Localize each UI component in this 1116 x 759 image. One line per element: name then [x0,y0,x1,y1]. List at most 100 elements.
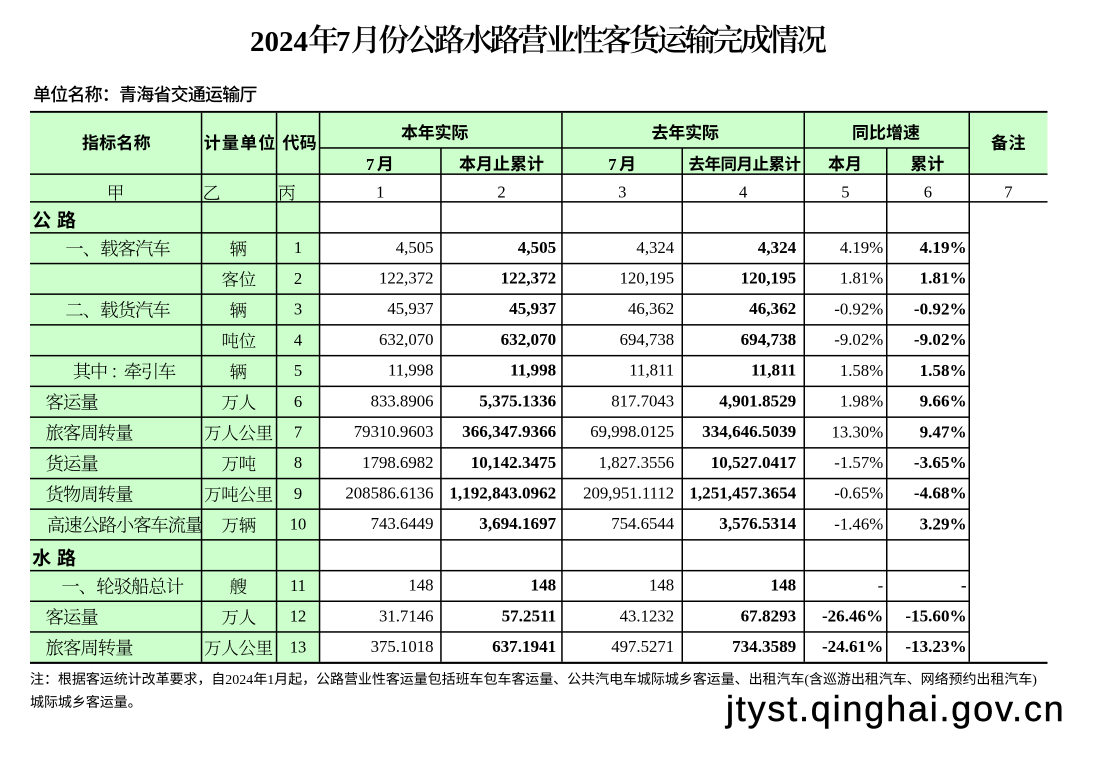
svg-text:1.81%: 1.81% [840,269,883,288]
svg-text:46,362: 46,362 [628,299,674,318]
svg-text:-4.68%: -4.68% [914,484,967,503]
svg-text:743.6449: 743.6449 [371,514,434,533]
svg-text:1,827.3556: 1,827.3556 [599,453,675,472]
svg-text:4,901.8529: 4,901.8529 [719,391,796,410]
svg-text:4.19%: 4.19% [840,238,883,257]
svg-text:-1.57%: -1.57% [834,453,883,472]
svg-text:-0.65%: -0.65% [834,484,883,503]
svg-text:120,195: 120,195 [741,269,797,288]
svg-text:148: 148 [408,576,433,595]
svg-text:7: 7 [336,26,351,58]
svg-text:1,192,843.0962: 1,192,843.0962 [449,484,556,503]
svg-text:11,811: 11,811 [629,361,674,380]
svg-text:6: 6 [294,392,302,411]
svg-text:1: 1 [376,183,384,202]
svg-text:9.66%: 9.66% [920,392,967,411]
svg-text:3,576.5314: 3,576.5314 [719,514,796,533]
svg-text:3: 3 [618,183,626,202]
svg-text:(: ( [804,673,809,688]
svg-text:10,527.0417: 10,527.0417 [711,453,797,472]
svg-text:7: 7 [608,155,616,174]
svg-text:-24.61%: -24.61% [822,637,883,656]
svg-text:1: 1 [267,673,274,688]
svg-text:7: 7 [294,423,302,442]
svg-text:3.29%: 3.29% [920,514,967,533]
svg-text:632,070: 632,070 [379,330,434,349]
svg-text:632,070: 632,070 [501,330,557,349]
svg-text:jtyst.qinghai.gov.cn: jtyst.qinghai.gov.cn [725,688,1066,729]
svg-text:12: 12 [290,607,307,626]
svg-text:4,324: 4,324 [636,238,674,257]
svg-text:3,694.1697: 3,694.1697 [479,514,556,533]
svg-text:2: 2 [294,269,302,288]
svg-text:1.58%: 1.58% [840,361,883,380]
svg-text:4.19%: 4.19% [920,238,967,257]
svg-text:4: 4 [294,330,303,349]
svg-text:31.7146: 31.7146 [379,606,434,625]
svg-text:8: 8 [294,453,302,472]
svg-text:13.30%: 13.30% [831,422,883,441]
svg-text:-26.46%: -26.46% [822,607,883,626]
svg-text:7: 7 [1004,183,1012,202]
svg-text:67.8293: 67.8293 [741,606,797,625]
svg-text:11,811: 11,811 [751,361,796,380]
svg-text:11: 11 [290,576,306,595]
svg-text:4,505: 4,505 [396,238,434,257]
svg-text:6: 6 [924,183,932,202]
svg-text:833.8906: 833.8906 [371,391,434,410]
svg-text:): ) [1032,673,1037,688]
svg-text:122,372: 122,372 [501,269,557,288]
svg-text:-1.46%: -1.46% [834,514,883,533]
svg-text:5,375.1336: 5,375.1336 [479,391,556,410]
svg-text:1.81%: 1.81% [920,269,967,288]
svg-text:1.98%: 1.98% [840,392,883,411]
svg-text:-0.92%: -0.92% [834,299,883,318]
svg-text:-9.02%: -9.02% [834,330,883,349]
svg-text:1798.6982: 1798.6982 [362,453,433,472]
svg-text:-9.02%: -9.02% [914,330,967,349]
svg-text:209,951.1112: 209,951.1112 [583,484,674,503]
svg-text:45,937: 45,937 [387,299,433,318]
svg-text:120,195: 120,195 [620,269,675,288]
svg-text:-3.65%: -3.65% [914,453,967,472]
svg-text:11,998: 11,998 [388,361,434,380]
svg-text:817.7043: 817.7043 [611,391,674,410]
svg-text:46,362: 46,362 [749,299,796,318]
svg-text:7: 7 [366,155,374,174]
svg-text:-0.92%: -0.92% [914,299,967,318]
svg-text:10,142.3475: 10,142.3475 [471,453,556,472]
svg-text:11,998: 11,998 [510,361,556,380]
svg-text:-: - [961,576,967,595]
svg-text:-13.23%: -13.23% [905,637,966,656]
svg-text:208586.6136: 208586.6136 [345,484,433,503]
svg-text:1.58%: 1.58% [920,361,967,380]
svg-text:2024: 2024 [225,673,253,688]
svg-text:122,372: 122,372 [379,269,434,288]
svg-text:148: 148 [771,576,797,595]
svg-text:5: 5 [294,361,302,380]
svg-text:637.1941: 637.1941 [492,637,556,656]
svg-text:9.47%: 9.47% [920,422,967,441]
svg-text:57.2511: 57.2511 [502,606,557,625]
svg-text:1,251,457.3654: 1,251,457.3654 [689,484,796,503]
svg-text:-: - [878,576,884,595]
svg-text:4,324: 4,324 [758,238,797,257]
svg-text:148: 148 [649,576,674,595]
svg-text:375.1018: 375.1018 [371,637,434,656]
svg-text:1: 1 [294,238,302,257]
svg-text:4: 4 [739,183,748,202]
svg-text:5: 5 [841,183,849,202]
svg-text:-15.60%: -15.60% [905,607,966,626]
svg-text:10: 10 [290,515,307,534]
svg-text:694,738: 694,738 [620,330,675,349]
svg-text:2: 2 [497,183,505,202]
svg-text:694,738: 694,738 [741,330,797,349]
svg-text:497.5271: 497.5271 [611,637,674,656]
svg-text:148: 148 [531,576,557,595]
svg-text:3: 3 [294,300,302,319]
svg-text:4,505: 4,505 [518,238,556,257]
svg-text:9: 9 [294,484,302,503]
svg-text:43.1232: 43.1232 [620,606,675,625]
svg-text:69,998.0125: 69,998.0125 [590,422,674,441]
svg-text:2024: 2024 [250,26,308,58]
